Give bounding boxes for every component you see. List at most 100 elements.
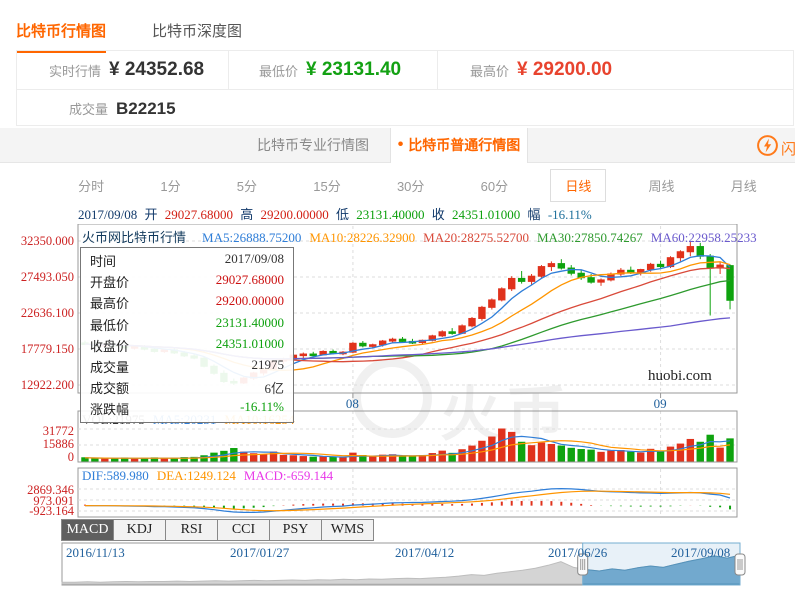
legend-item: MA10:28226.32900 [309,230,416,245]
interval-月线[interactable]: 月线 [730,178,757,194]
y-tick-label: 27493.050 [20,270,74,284]
legend-item: MA60:22958.25233 [650,230,757,245]
y-tick-label: 0 [67,450,74,464]
interval-15分[interactable]: 15分 [313,178,341,194]
y-tick-label: 15886 [42,437,74,451]
ohlc-range-value: -16.11% [547,207,592,222]
macd-legend: DIF:589.980 DEA:1249.124 MACD:-659.144 [82,468,341,484]
y-tick-label: 22636.100 [20,306,74,320]
legend-item: MACD:-659.144 [243,468,334,483]
indicator-tab-RSI[interactable]: RSI [165,519,218,541]
huobi-watermark-logo [352,358,432,438]
navigator-date: 2017/09/08 [671,545,731,560]
navigator-slider-handle[interactable] [577,553,589,576]
ohlc-high-label: 高 [240,207,254,222]
legend-item: DIF:589.980 [82,468,149,483]
flash-trade-label[interactable]: 闪 [781,141,795,158]
indicator-tabs: MACD KDJ RSI CCI PSY WMS [61,519,374,541]
interval-60分[interactable]: 60分 [480,178,509,194]
interval-30分[interactable]: 30分 [396,178,425,194]
site-label: huobi.com [648,368,712,384]
ohlc-low-value: 23131.40000 [356,207,425,222]
tooltip-label: 最低价 [90,317,130,333]
legend-item: DEA:1249.124 [156,468,236,483]
subtab-normal-chart[interactable]: • 比特币普通行情图 [390,128,528,163]
stat-volume-label: 成交量 [69,102,109,117]
stat-low-value: ¥ 23131.40 [306,59,402,80]
interval-日线[interactable]: 日线 [550,168,607,202]
navigator-date: 2017/06/26 [548,545,608,560]
legend-item: MA20:28275.52700 [423,230,529,245]
tooltip-value: 21975 [251,357,285,373]
tooltip-label: 成交额 [90,381,130,397]
tooltip-label: 时间 [90,254,117,270]
ohlc-tooltip: 时间 2017/09/08 开盘价 29027.68000 最高价 29200.00000… [80,247,294,423]
stat-high: 最高价 ¥ 29200.00 [438,51,793,89]
subtab-pro-chart[interactable]: 比特币专业行情图 [257,137,369,153]
y-tick-label: 2869.346 [27,483,74,497]
interval-1分[interactable]: 1分 [160,178,181,194]
kline-chart-canvas[interactable] [0,224,795,592]
tooltip-value: -16.11% [240,399,284,415]
main-chart-title: 火币网比特币行情 [82,230,187,245]
tab-depth-chart[interactable]: 比特币深度图 [152,23,243,40]
interval-周线[interactable]: 周线 [648,178,675,194]
tooltip-row: 涨跌幅 -16.11% [81,398,293,419]
y-tick-label: -923.164 [29,504,74,518]
indicator-tab-MACD[interactable]: MACD [61,519,114,541]
legend-item: MA5:26888.75200 [202,230,302,245]
indicator-tab-PSY[interactable]: PSY [269,519,322,541]
stat-volume-value: B22215 [116,98,176,118]
y-tick-label: 31772 [42,424,74,438]
tooltip-label: 成交量 [90,360,130,376]
subtab-bar: 比特币专业行情图 • 比特币普通行情图 [0,128,795,163]
interval-5分[interactable]: 5分 [236,178,258,194]
tooltip-row: 最高价 29200.00000 [81,292,293,313]
top-tabs: 比特币行情图 比特币深度图 [16,20,242,53]
stat-realtime-value: ¥ 24352.68 [109,59,205,80]
tooltip-row: 时间 2017/09/08 [81,250,293,271]
indicator-tab-KDJ[interactable]: KDJ [113,519,166,541]
tooltip-label: 最高价 [90,296,130,312]
lightning-icon[interactable] [757,135,778,156]
stat-low: 最低价 ¥ 23131.40 [229,51,438,89]
navigator-slider-handle[interactable] [734,553,746,576]
tooltip-row: 成交量 21975 [81,356,293,377]
y-tick-label: 12922.200 [20,378,74,392]
ohlc-range-label: 幅 [527,207,541,222]
tab-price-chart[interactable]: 比特币行情图 [16,20,107,53]
ohlc-open-label: 开 [144,207,158,222]
stat-high-value: ¥ 29200.00 [517,59,613,80]
ohlc-info-line: 2017/09/08 开 29027.68000 高 29200.00000 低… [78,204,596,223]
stat-realtime-label: 实时行情 [49,63,102,79]
tooltip-value: 23131.40000 [215,314,284,330]
navigator-date: 2016/11/13 [66,545,125,560]
tooltip-row: 开盘价 29027.68000 [81,271,293,292]
interval-分时[interactable]: 分时 [78,178,105,194]
tooltip-row: 成交额 6亿 [81,377,293,398]
navigator-date: 2017/01/27 [230,545,290,560]
tooltip-value: 24351.01000 [215,335,284,351]
ohlc-high-value: 29200.00000 [260,207,329,222]
y-tick-label: 32350.000 [20,234,74,248]
tooltip-row: 最低价 23131.40000 [81,314,293,335]
y-tick-label: 973.091 [33,494,74,508]
legend-item: MA30:27850.74267 [536,230,643,245]
tooltip-label: 收盘价 [90,338,130,354]
stat-high-label: 最高价 [470,63,510,79]
interval-row: 分时 1分 5分 15分 30分 60分 日线 周线 月线 [50,168,785,202]
stat-realtime: 实时行情 ¥ 24352.68 [17,51,229,89]
stat-low-label: 最低价 [259,63,299,79]
tooltip-value: 6亿 [264,381,284,397]
bullet-icon: • [397,136,404,153]
x-tick-label: 09 [653,396,667,411]
tooltip-label: 涨跌幅 [90,402,130,418]
tooltip-row: 收盘价 24351.01000 [81,335,293,356]
indicator-tab-CCI[interactable]: CCI [217,519,270,541]
subtab-normal-label: 比特币普通行情图 [408,137,521,153]
tooltip-value: 29027.68000 [215,272,284,288]
ohlc-low-label: 低 [336,207,350,222]
stat-volume: 成交量 B22215 [17,89,793,127]
stats-box: 实时行情 ¥ 24352.68 最低价 ¥ 23131.40 最高价 ¥ 292… [16,50,794,126]
indicator-tab-WMS[interactable]: WMS [321,519,374,541]
